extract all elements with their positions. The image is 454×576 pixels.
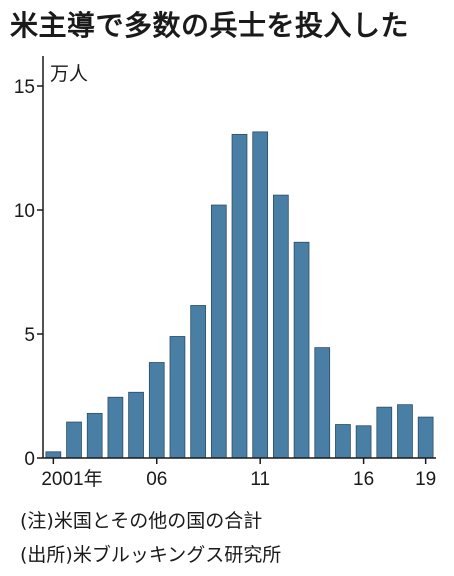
bar-2009: [210, 204, 227, 459]
bar-2010: [231, 133, 248, 459]
bar-2004: [107, 396, 124, 459]
bar-2018: [397, 404, 413, 459]
bar-2011: [252, 131, 269, 459]
bar-2002: [66, 421, 82, 459]
y-axis: 0 5 10 15: [14, 56, 44, 470]
bar-2003: [86, 412, 103, 459]
y-tick-label: 10: [14, 201, 35, 222]
bar-2006: [148, 362, 165, 459]
x-tick-label: 16: [353, 469, 374, 490]
bar-2008: [190, 305, 206, 459]
bar-2016: [355, 425, 372, 459]
chart-title: 米主導で多数の兵士を投入した: [10, 9, 410, 42]
y-tick-label: 0: [24, 449, 35, 470]
bar-2014: [314, 347, 331, 459]
x-tick-label: 2001年: [41, 468, 102, 490]
bar-2019: [417, 416, 434, 459]
bar-2017: [376, 406, 393, 459]
chart-source: (出所)米ブルッキングス研究所: [20, 544, 282, 566]
x-tick-label: 19: [415, 469, 436, 490]
y-unit-label: 万人: [50, 63, 88, 85]
x-axis: 2001年 06 11 16 19: [41, 457, 436, 490]
bar-2007: [169, 336, 186, 459]
bar-2005: [128, 391, 144, 459]
y-tick-label: 5: [24, 325, 35, 346]
chart-note: (注)米国とその他の国の合計: [20, 510, 263, 532]
x-tick-label: 11: [250, 469, 270, 490]
bars: [45, 131, 434, 459]
bar-2001: [45, 451, 62, 459]
bar-2015: [335, 424, 351, 459]
bar-2012: [273, 194, 289, 459]
bar-2013: [293, 241, 310, 459]
x-tick-label: 06: [146, 469, 167, 490]
y-tick-label: 15: [14, 77, 35, 98]
